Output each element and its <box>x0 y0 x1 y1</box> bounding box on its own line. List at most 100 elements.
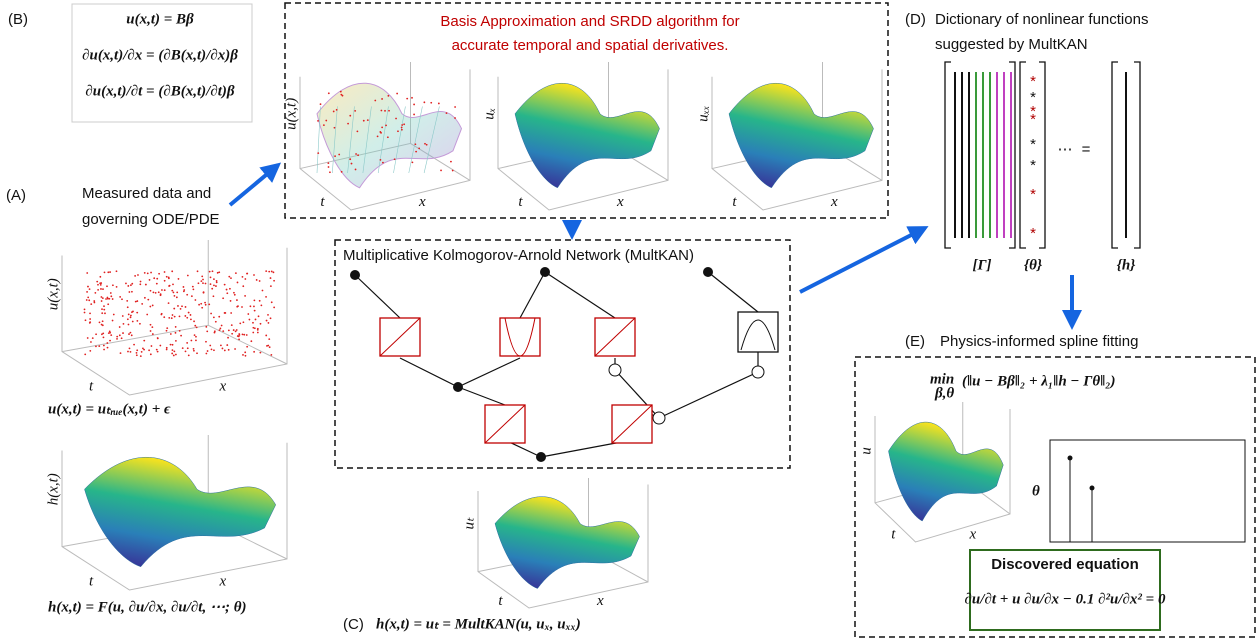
fitting-title: Physics-informed spline fitting <box>940 333 1138 350</box>
data-point <box>121 298 123 300</box>
data-point <box>105 298 107 300</box>
data-point <box>396 93 398 95</box>
data-point <box>270 317 272 319</box>
data-point <box>252 327 254 329</box>
data-point <box>106 342 108 344</box>
data-point <box>220 344 222 346</box>
edge <box>458 387 505 405</box>
data-point <box>100 288 102 290</box>
data-point <box>233 292 235 294</box>
data-point <box>96 281 98 283</box>
data-point <box>152 305 154 307</box>
data-point <box>119 296 121 298</box>
data-point <box>260 323 262 325</box>
data-point <box>380 159 382 161</box>
data-point <box>119 334 121 336</box>
data-point <box>99 276 101 278</box>
data-point <box>253 306 255 308</box>
data-point <box>103 345 105 347</box>
data-point <box>338 154 340 156</box>
data-point <box>123 323 125 325</box>
data-point <box>266 320 268 322</box>
data-point <box>411 97 413 99</box>
data-point <box>387 136 389 138</box>
stem-head <box>1090 486 1095 491</box>
data-point <box>242 321 244 323</box>
data-point <box>258 315 260 317</box>
data-point <box>90 341 92 343</box>
data-point <box>328 92 330 94</box>
data-point <box>273 307 275 309</box>
node <box>703 267 713 277</box>
data-point <box>216 280 218 282</box>
data-point <box>414 143 416 145</box>
data-point <box>150 290 152 292</box>
data-point <box>224 284 226 286</box>
data-point <box>131 291 133 293</box>
coefficient-mark: * <box>1030 186 1036 203</box>
data-point <box>245 355 247 357</box>
data-point <box>110 292 112 294</box>
data-point <box>107 303 109 305</box>
data-point <box>242 285 244 287</box>
data-point <box>194 325 196 327</box>
data-point <box>328 166 330 168</box>
equals: = <box>1082 141 1091 158</box>
data-point <box>166 276 168 278</box>
data-point <box>377 135 379 137</box>
data-point <box>257 332 259 334</box>
x-label: x <box>969 526 977 542</box>
data-point <box>236 329 238 331</box>
data-point <box>159 345 161 347</box>
data-point <box>205 304 207 306</box>
data-point <box>191 295 193 297</box>
data-point <box>171 270 173 272</box>
data-point <box>270 277 272 279</box>
data-point <box>204 302 206 304</box>
data-point <box>157 351 159 353</box>
data-point <box>139 283 141 285</box>
data-point <box>136 354 138 356</box>
data-point <box>87 337 89 339</box>
t-label: t <box>498 593 503 609</box>
data-point <box>112 298 114 300</box>
data-point <box>184 315 186 317</box>
multkan-title: Multiplicative Kolmogorov-Arnold Network… <box>343 247 694 264</box>
data-point <box>134 275 136 277</box>
data-point <box>450 161 452 163</box>
data-point <box>94 292 96 294</box>
data-point <box>323 124 325 126</box>
coefficient-mark: * <box>1030 157 1036 174</box>
data-point <box>128 324 130 326</box>
data-point <box>205 341 207 343</box>
data-point <box>85 319 87 321</box>
data-point <box>215 285 217 287</box>
data-point <box>255 319 257 321</box>
data-point <box>131 283 133 285</box>
basis-title: Basis Approximation and SRDD algorithm f… <box>440 13 739 30</box>
panel-label: (B) <box>8 11 28 28</box>
data-point <box>268 322 270 324</box>
data-point <box>209 271 211 273</box>
data-point <box>101 308 103 310</box>
data-point <box>230 277 232 279</box>
data-point <box>166 347 168 349</box>
data-point <box>219 328 221 330</box>
z-label: u <box>858 447 874 455</box>
data-point <box>215 321 217 323</box>
data-point <box>244 278 246 280</box>
data-point <box>256 279 258 281</box>
coef-axis: θ <box>1032 483 1040 499</box>
data-point <box>143 349 145 351</box>
data-point <box>173 292 175 294</box>
data-point <box>395 118 397 120</box>
data-point <box>381 98 383 100</box>
data-point <box>133 344 135 346</box>
data-point <box>116 270 118 272</box>
equation: h(x,t) = uₜ = MultKAN(u, uₓ, uₓₓ) <box>376 616 581 632</box>
data-point <box>95 333 97 335</box>
data-point <box>173 355 175 357</box>
panel-label: (C) <box>343 616 364 633</box>
data-point <box>175 340 177 342</box>
data-point <box>334 127 336 129</box>
